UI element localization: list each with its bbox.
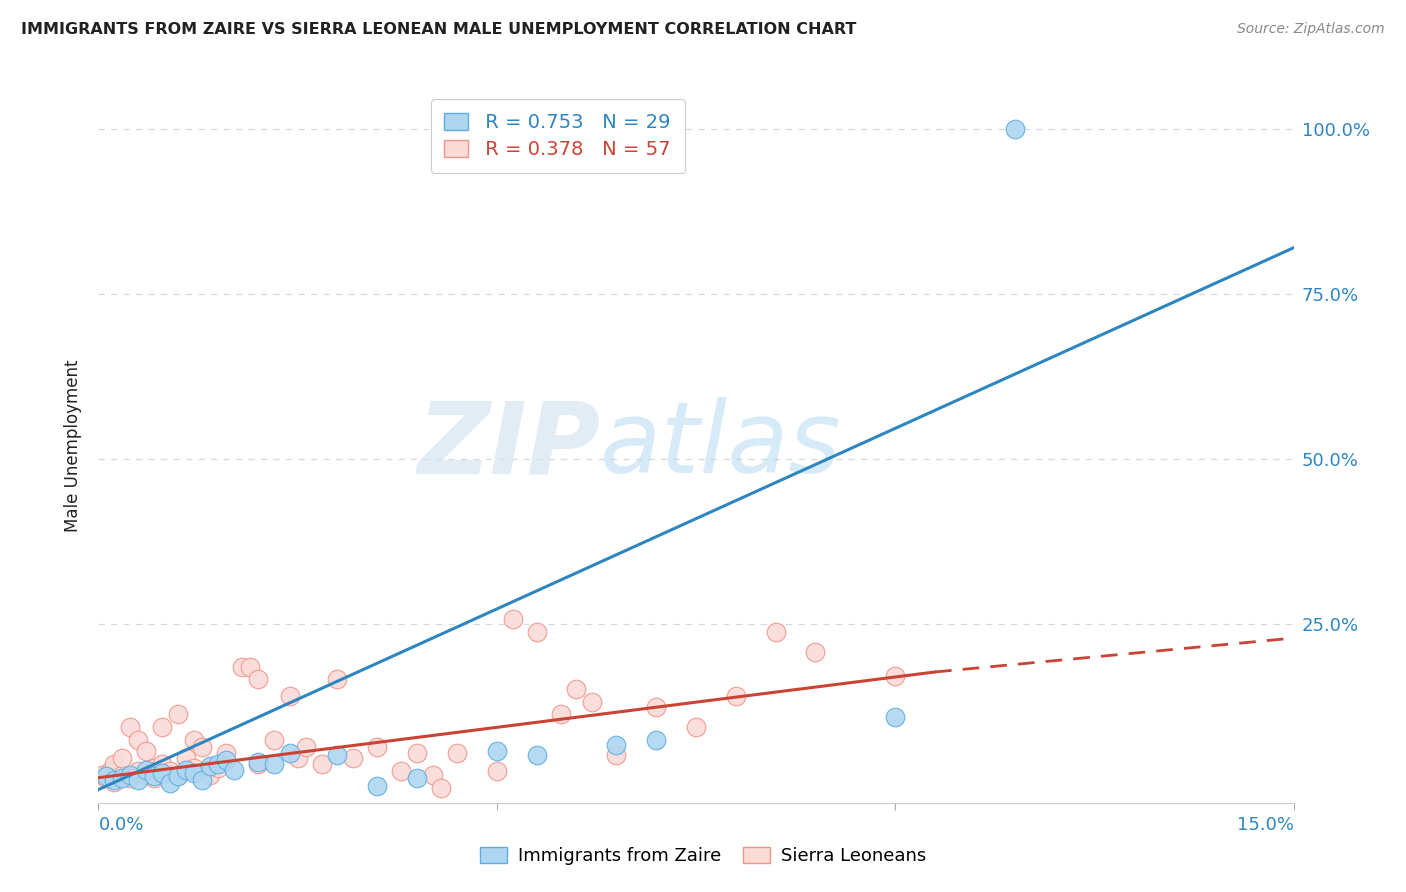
Point [100,764,122,778]
Text: 0.0%: 0.0% [98,816,143,834]
Point [143,761,166,775]
Text: 15.0%: 15.0% [1236,816,1294,834]
Point [167,706,190,721]
Point [207,761,229,775]
Point [278,689,301,703]
Point [311,757,333,772]
Point [198,768,221,782]
Point [150,720,173,734]
Point [135,744,157,758]
Point [526,748,548,763]
Point [103,774,125,789]
Point [91,768,114,782]
Point [724,689,747,703]
Point [287,751,309,765]
Text: Source: ZipAtlas.com: Source: ZipAtlas.com [1237,22,1385,37]
Point [96,771,118,785]
Point [215,746,238,760]
Point [103,772,125,787]
Point [605,748,627,763]
Point [150,766,173,780]
Point [120,768,142,782]
Point [278,746,301,760]
Point [366,779,388,793]
Point [183,733,205,747]
Legend:  R = 0.753   N = 29,  R = 0.378   N = 57: R = 0.753 N = 29, R = 0.378 N = 57 [430,99,685,173]
Point [581,695,603,709]
Point [127,733,149,747]
Point [167,769,190,783]
Point [174,751,197,765]
Point [103,757,125,772]
Point [231,660,253,674]
Point [120,771,142,785]
Point [1004,121,1026,136]
Point [222,763,245,777]
Text: atlas: atlas [600,398,842,494]
Point [111,768,134,782]
Point [263,733,285,747]
Point [804,645,827,659]
Point [143,771,166,785]
Point [246,672,269,686]
Point [120,720,142,734]
Point [422,768,444,782]
Point [159,776,181,790]
Point [430,781,453,796]
Point [111,751,134,765]
Point [96,769,118,783]
Point [127,772,149,787]
Point [135,763,157,777]
Point [246,757,269,772]
Point [550,706,572,721]
Y-axis label: Male Unemployment: Male Unemployment [65,359,83,533]
Point [135,768,157,782]
Point [485,764,508,778]
Point [406,746,429,760]
Point [127,764,149,778]
Point [239,660,262,674]
Point [183,761,205,775]
Point [191,772,214,787]
Point [366,739,388,754]
Point [207,757,229,772]
Point [215,753,238,767]
Point [159,764,181,778]
Point [143,769,166,783]
Point [485,744,508,758]
Point [174,763,197,777]
Point [605,738,627,752]
Point [645,733,668,747]
Point [389,764,412,778]
Point [502,612,524,626]
Point [294,739,316,754]
Point [884,669,907,683]
Text: ZIP: ZIP [418,398,600,494]
Point [263,757,285,772]
Point [111,771,134,785]
Point [446,746,468,760]
Point [150,757,173,772]
Legend: Immigrants from Zaire, Sierra Leoneans: Immigrants from Zaire, Sierra Leoneans [471,838,935,874]
Point [167,768,190,782]
Point [685,720,707,734]
Point [765,625,787,640]
Point [645,700,668,714]
Point [884,710,907,724]
Point [326,748,349,763]
Point [326,672,349,686]
Point [406,771,429,785]
Text: IMMIGRANTS FROM ZAIRE VS SIERRA LEONEAN MALE UNEMPLOYMENT CORRELATION CHART: IMMIGRANTS FROM ZAIRE VS SIERRA LEONEAN … [21,22,856,37]
Point [191,739,214,754]
Point [342,751,364,765]
Point [198,759,221,773]
Point [565,682,588,697]
Point [246,755,269,769]
Point [526,625,548,640]
Point [183,766,205,780]
